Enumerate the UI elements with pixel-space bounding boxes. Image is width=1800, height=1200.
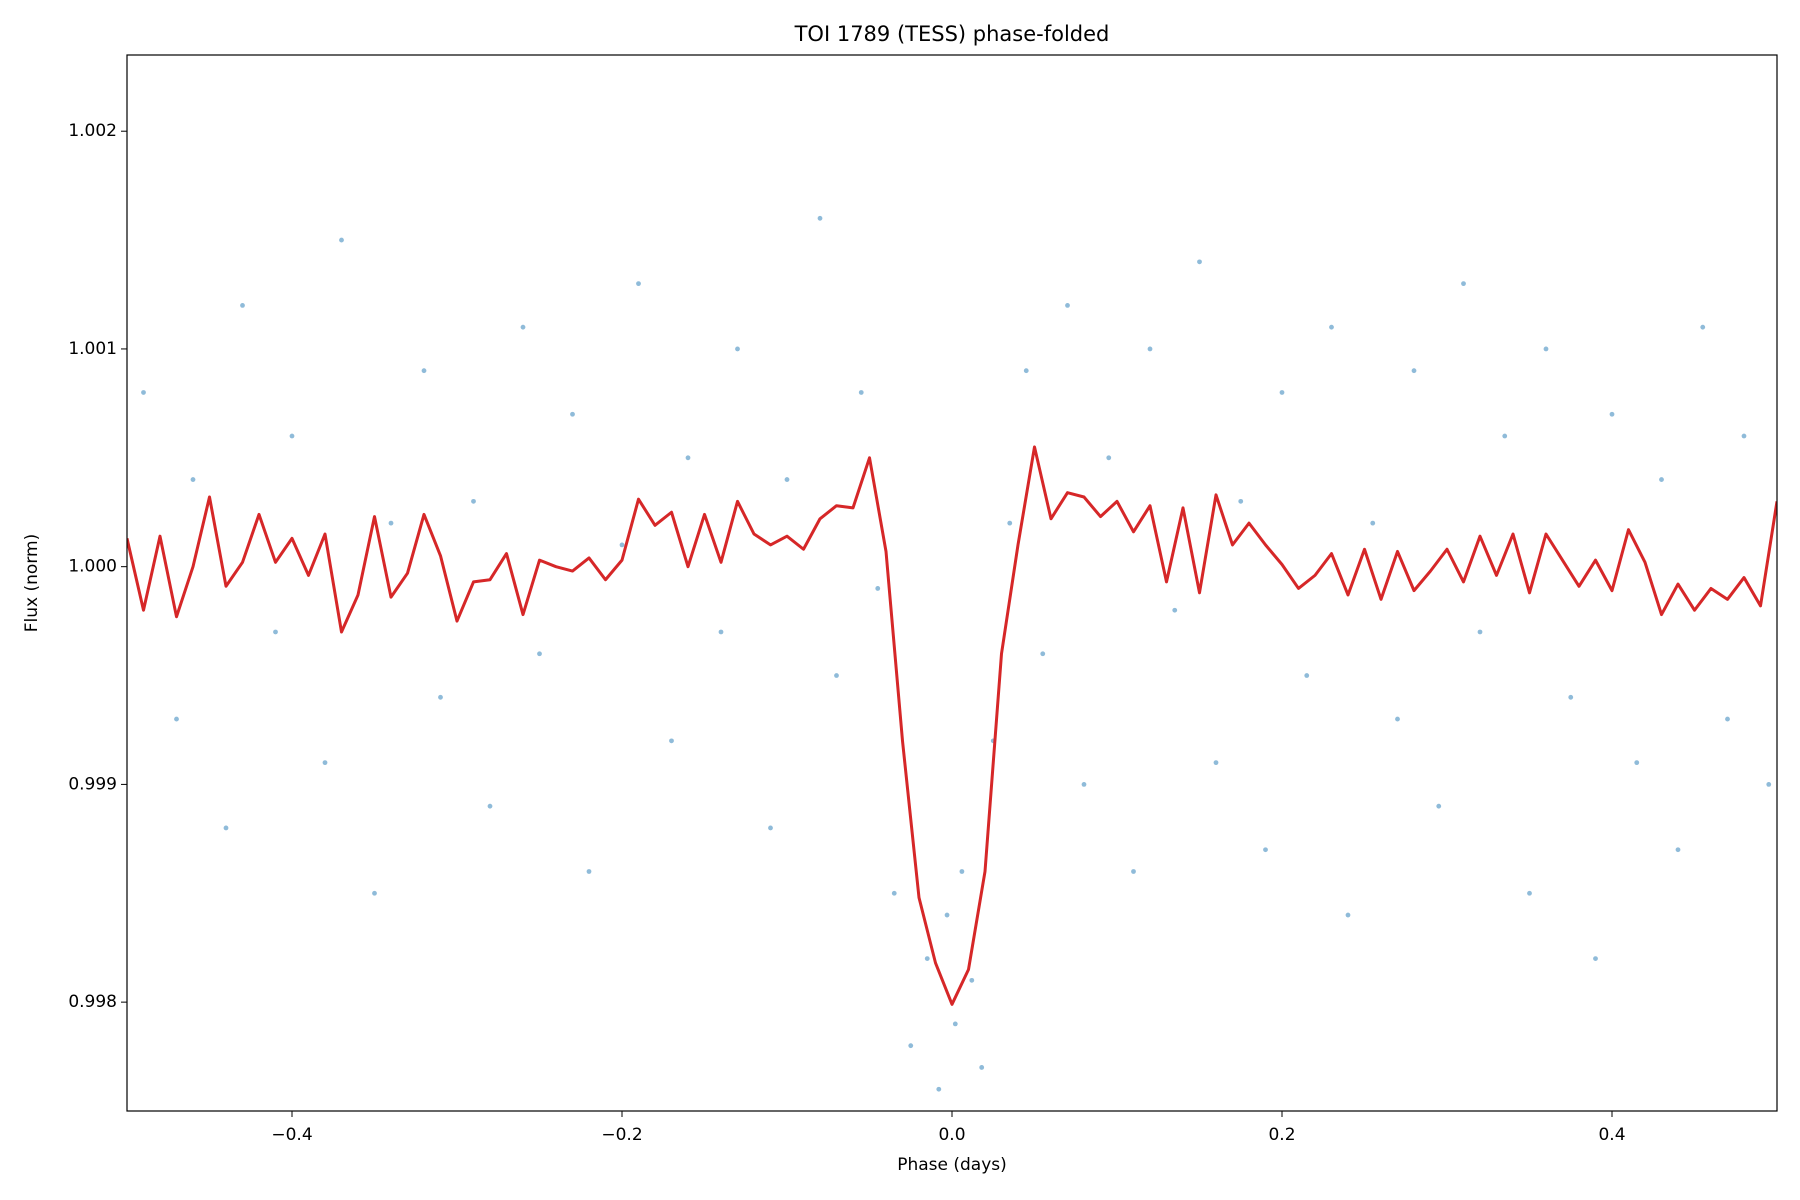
data-point xyxy=(289,433,295,439)
data-point xyxy=(944,912,950,918)
data-point xyxy=(1411,368,1417,374)
data-point xyxy=(1213,760,1219,766)
data-point xyxy=(735,346,740,352)
data-line xyxy=(127,445,1777,1006)
data-point xyxy=(174,716,179,722)
y-tick-label: 0.998 xyxy=(68,992,117,1012)
data-point xyxy=(1106,455,1112,461)
data-point xyxy=(834,673,839,678)
data-point xyxy=(1659,477,1664,482)
data-point xyxy=(372,890,377,896)
data-point xyxy=(858,390,864,395)
x-tick-label: −0.2 xyxy=(601,1125,642,1145)
data-point xyxy=(1436,803,1442,809)
data-point xyxy=(936,1086,942,1092)
data-point xyxy=(1477,629,1483,635)
data-point xyxy=(619,542,625,548)
data-point xyxy=(1263,847,1268,853)
data-point xyxy=(1172,607,1178,613)
data-point xyxy=(1568,694,1574,700)
data-point xyxy=(1370,520,1376,526)
x-tick-label: 0.0 xyxy=(938,1125,965,1145)
data-point xyxy=(1023,368,1029,374)
data-point xyxy=(1131,869,1136,874)
data-point xyxy=(1279,390,1285,395)
x-tick-label: 0.4 xyxy=(1598,1125,1625,1145)
data-point xyxy=(1634,760,1640,766)
data-point xyxy=(471,498,476,504)
data-point xyxy=(1609,411,1615,417)
data-point xyxy=(959,869,965,874)
data-point xyxy=(908,1043,914,1049)
data-point xyxy=(438,694,443,700)
data-point xyxy=(190,477,196,482)
data-point xyxy=(388,520,394,526)
data-point xyxy=(1040,651,1046,657)
data-point xyxy=(339,237,344,243)
data-point xyxy=(1527,890,1532,896)
data-point xyxy=(768,825,773,831)
data-point xyxy=(718,629,724,635)
x-tick-label: −0.4 xyxy=(271,1125,312,1145)
chart-title: TOI 1789 (TESS) phase-folded xyxy=(794,22,1110,46)
data-point xyxy=(784,477,790,482)
y-tick-label: 1.001 xyxy=(68,339,117,359)
data-point xyxy=(969,977,975,983)
data-point xyxy=(1147,346,1153,352)
y-tick-label: 1.000 xyxy=(68,557,117,577)
data-point xyxy=(891,890,897,896)
data-point xyxy=(537,651,542,657)
data-point xyxy=(924,956,930,961)
data-point xyxy=(636,281,641,287)
data-point xyxy=(1081,782,1087,787)
y-axis-label: Flux (norm) xyxy=(22,534,42,632)
data-point xyxy=(979,1065,985,1070)
data-point xyxy=(223,825,229,831)
data-point xyxy=(817,215,823,221)
data-point xyxy=(952,1021,958,1027)
data-point xyxy=(1238,498,1244,504)
data-point xyxy=(1502,433,1508,439)
data-point xyxy=(1197,259,1202,265)
data-point xyxy=(1304,673,1310,678)
data-point xyxy=(669,738,674,744)
data-point xyxy=(273,629,278,635)
data-point xyxy=(1395,716,1400,722)
y-tick-label: 0.999 xyxy=(68,774,117,794)
data-point xyxy=(1741,433,1747,439)
data-point xyxy=(1329,324,1334,330)
data-point xyxy=(487,803,493,809)
plot-frame xyxy=(126,54,1778,1112)
data-point xyxy=(1700,324,1706,330)
x-tick-label: 0.2 xyxy=(1268,1125,1295,1145)
data-point xyxy=(322,760,328,766)
data-point xyxy=(421,368,427,374)
data-point xyxy=(1725,716,1730,722)
x-axis-label: Phase (days) xyxy=(897,1155,1007,1175)
data-point xyxy=(1065,302,1070,308)
data-point xyxy=(570,411,575,417)
data-point xyxy=(1766,782,1772,787)
data-point xyxy=(1345,912,1351,918)
plot-area xyxy=(127,215,1777,1092)
data-point xyxy=(141,390,146,395)
data-point xyxy=(1675,847,1681,853)
data-point xyxy=(1543,346,1549,352)
data-point xyxy=(875,586,881,591)
data-point xyxy=(1461,281,1466,287)
data-point xyxy=(685,455,691,461)
data-point xyxy=(240,302,245,308)
y-tick-label: 1.002 xyxy=(68,121,117,141)
data-point xyxy=(520,324,526,330)
data-point xyxy=(1007,520,1013,526)
data-point xyxy=(1593,956,1598,961)
data-point xyxy=(586,869,592,874)
